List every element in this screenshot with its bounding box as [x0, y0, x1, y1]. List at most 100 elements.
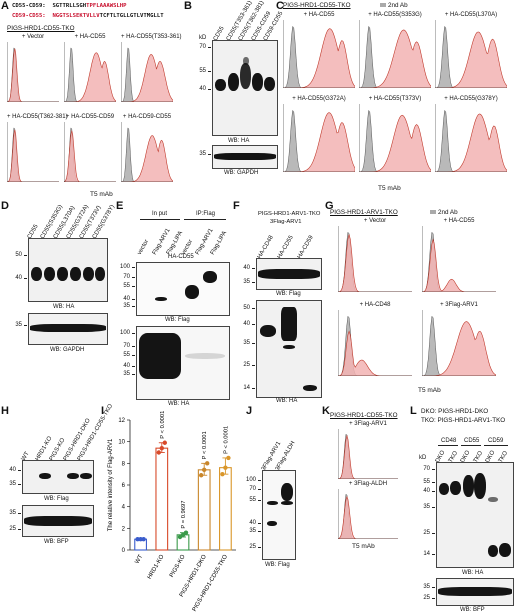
blot-j-mw-tick-1 [258, 489, 261, 490]
blot-b-bot-mw-0: 35 [199, 151, 206, 157]
panel-j-wb-flag: WB: Flag [265, 562, 290, 568]
blot-e-bot-mw-0: 100 [120, 330, 131, 336]
panel-b-wb-gapdh: WB: GAPDH [224, 170, 259, 176]
hist-k-0-sample-peak [338, 434, 398, 479]
hist-g-1: + HA-CD55 [422, 218, 496, 296]
hist-c-1-label: + HA-CD55(S353G) [368, 12, 422, 18]
panel-l-group-cd48: CD48 [441, 438, 457, 444]
hist-k-1: + 3Flag-ALDH [338, 481, 398, 543]
hist-c-4-label: + HA-CD55(T373V) [368, 96, 422, 102]
panel-a-title: PIGS-HRD1-CD55-TKO [7, 25, 75, 32]
chart-i-pvalue-2: P = 0.9697 [181, 501, 187, 529]
blot-d-top-mw-tick-0 [24, 255, 27, 256]
hist-c-5: + HA-CD55(G378Y) [435, 96, 507, 176]
blot-h-bot-mw-0: 35 [9, 510, 16, 516]
blot-e-bot-mw-tick-1 [132, 346, 135, 347]
hist-g-2: + HA-CD48 [338, 302, 412, 380]
blot-f-bot-mw-tick-0 [252, 308, 255, 309]
panel-e-wb-ha: WB: HA [168, 401, 190, 407]
hist-c-1: + HA-CD55(S353G) [359, 12, 431, 92]
blot-f-flag [256, 258, 322, 290]
chart-i-category-2: PIGS-KO [169, 554, 187, 579]
hist-a-4-label: + HA-CD55-CD59 [65, 114, 115, 120]
panel-label-i: I [101, 405, 105, 417]
blot-h-flag [22, 460, 94, 494]
blot-f-bot-mw-0: 50 [243, 305, 250, 311]
chart-i-category-0: WT [134, 554, 144, 565]
chart-i-point-3-1 [202, 467, 207, 473]
hist-c-4-control-peak [359, 109, 431, 172]
chart-i-point-3-2 [205, 461, 210, 466]
blot-h-top-mw-0: 40 [9, 467, 16, 473]
blot-b-ha [212, 40, 278, 136]
hist-a-2-label: + HA-CD55(T353-361) [121, 34, 182, 40]
hist-a-1: + HA-CD55 [64, 34, 116, 106]
panel-e-input: In put [152, 211, 168, 217]
blot-e-bot-mw-4: 35 [123, 371, 130, 377]
blot-j-mw-3: 40 [249, 520, 256, 526]
blot-l-bot-mw-1: 25 [423, 595, 430, 601]
hist-c-2-control-peak [435, 25, 507, 88]
blot-d-top-mw-1: 40 [15, 275, 22, 281]
panel-g-legend: 2nd Ab [430, 209, 458, 216]
hist-g-0: + Vector [338, 218, 412, 296]
panel-e-row-ha-cd55: HA-CD55 [168, 254, 194, 260]
blot-l-ha [436, 462, 514, 568]
blot-f-bot-mw-3: 25 [243, 362, 250, 368]
chart-i-ytick-label-3: 6 [122, 483, 126, 489]
hist-c-3-sample-peak [283, 112, 355, 172]
hist-a-1-plot [64, 42, 116, 102]
blot-j-mw-1: 70 [249, 486, 256, 492]
chart-i-point-4-1 [223, 465, 228, 470]
panel-l-wb-ha: WB: HA [462, 570, 484, 576]
blot-f-bot-mw-1: 40 [243, 321, 250, 327]
hist-a-3-sample-peak [7, 129, 59, 182]
panel-b-wb-ha: WB: HA [228, 138, 250, 144]
blot-f-bot-mw-tick-2 [252, 343, 255, 344]
panel-label-e: E [116, 200, 124, 212]
panel-k-title: PIGS-HRD1-CD55-TKO [330, 412, 398, 419]
hist-a-3-plot [7, 122, 59, 182]
blot-l-top-mw-tick-0 [432, 469, 435, 470]
panel-f-title1: PIGS-HRD1-ARV1-TKO [258, 211, 321, 217]
chart-i-bar-4 [219, 467, 232, 551]
hist-c-3-label: + HA-CD55(G372A) [292, 96, 346, 102]
chart-i-pvalue-4: P < 0.0001 [223, 426, 229, 454]
blot-f-ha [256, 300, 322, 398]
hist-a-0-plot [7, 42, 59, 102]
blot-f-bot-mw-tick-1 [252, 324, 255, 325]
hist-a-0: + Vector [7, 34, 59, 106]
blot-f-top-mw-tick-1 [252, 282, 255, 283]
blot-f-bot-mw-tick-4 [252, 388, 255, 389]
hist-g-3-plot [422, 310, 496, 376]
hist-c-5-plot [435, 104, 507, 172]
hist-c-5-control-peak [435, 109, 507, 172]
panel-l-dko: DKO: PIGS-HRD1-DKO [421, 408, 489, 415]
panel-c-xlabel: T5 mAb [378, 185, 401, 192]
panel-label-f: F [233, 200, 240, 212]
blot-j-mw-tick-3 [258, 523, 261, 524]
blot-l-top-mw-tick-1 [432, 482, 435, 483]
panel-l-tko: TKO: PIGS-HRD1-ARV1-TKO [421, 417, 506, 424]
chart-i-point-0-2 [141, 536, 146, 542]
blot-b-top-mw-0: 70 [199, 44, 206, 50]
hist-c-4: + HA-CD55(T373V) [359, 96, 431, 176]
blot-e-bot-mw-tick-3 [132, 366, 135, 367]
hist-c-3: + HA-CD55(G372A) [283, 96, 355, 176]
chart-i-point-4-2 [226, 455, 231, 461]
panel-label-k: K [322, 405, 330, 417]
blot-l-top-mw-tick-3 [432, 507, 435, 508]
hist-a-1-label: + HA-CD55 [74, 34, 106, 40]
panel-k-xlabel: T5 mAb [352, 543, 375, 550]
blot-f-bot-mw-tick-3 [252, 365, 255, 366]
hist-g-0-sample-peak [338, 234, 412, 292]
panel-label-c: C [276, 0, 284, 12]
hist-c-0-control-peak [283, 25, 355, 88]
panel-label-j: J [246, 405, 253, 417]
blot-l-bot-mw-0: 35 [423, 584, 430, 590]
hist-c-0-plot [283, 20, 355, 88]
blot-d-ha [28, 238, 108, 302]
blot-e-bot-mw-1: 70 [123, 343, 130, 349]
hist-a-5: + HA-CD59-CD55 [121, 114, 173, 186]
blot-l-bot-mw-tick-1 [432, 598, 435, 599]
